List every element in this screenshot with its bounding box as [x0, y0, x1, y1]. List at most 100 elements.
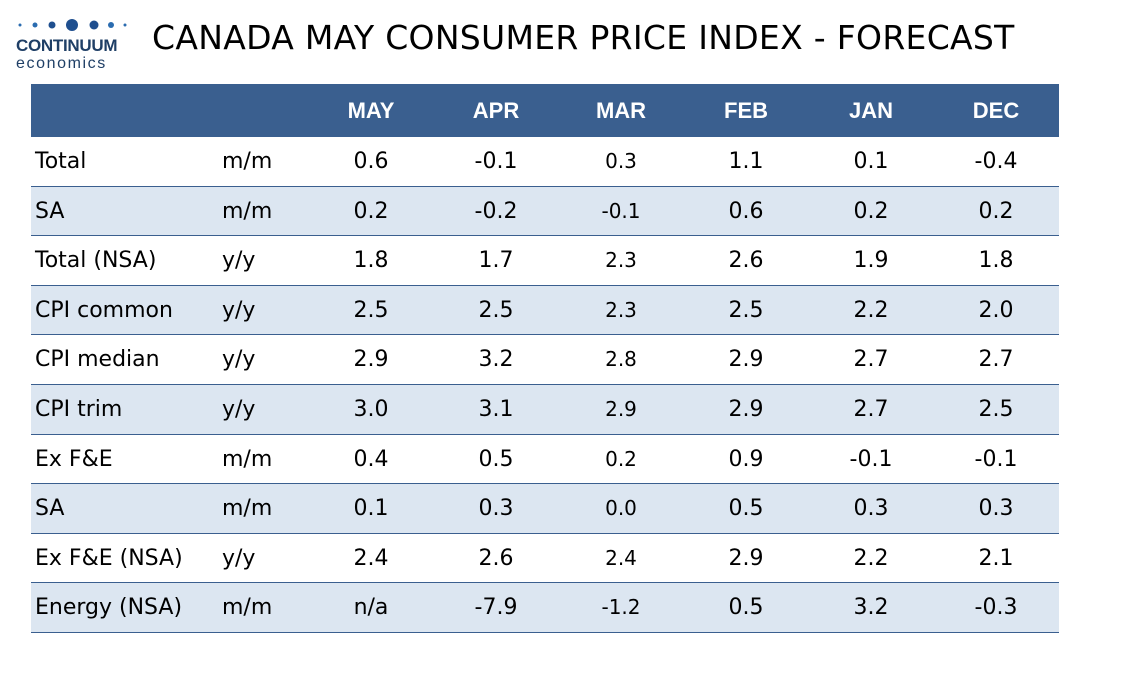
- table: MAY APR MAR FEB JAN DEC Total m/m 0.6 -0.1 0.3 1.1 0…: [31, 84, 1059, 633]
- value-cell: 2.9: [605, 396, 637, 421]
- table-row: Total (NSA) y/y 1.8 1.7 2.3 2.6 1.9 1.8: [31, 236, 1059, 286]
- value-cell: 0.3: [605, 149, 637, 173]
- value-cell: -1.2: [601, 595, 641, 620]
- value-cell: 2.6: [478, 545, 514, 571]
- column-header: FEB: [724, 98, 768, 123]
- value-cell: 2.5: [728, 297, 764, 323]
- value-cell: -0.1: [601, 198, 641, 223]
- table-row: Total m/m 0.6 -0.1 0.3 1.1 0.1 -0.4: [31, 137, 1059, 187]
- value-cell: 1.7: [478, 248, 514, 274]
- column-header: APR: [472, 98, 520, 123]
- value-cell: -0.1: [849, 446, 893, 472]
- value-cell: 2.1: [978, 545, 1014, 571]
- row-label: Energy (NSA): [35, 595, 183, 621]
- value-cell: 3.0: [353, 396, 389, 422]
- value-cell: -7.9: [474, 595, 518, 621]
- value-cell: 2.4: [605, 545, 637, 570]
- unit: m/m: [222, 595, 273, 621]
- table-row: CPI trim y/y 3.0 3.1 2.9 2.9 2.7 2.5: [31, 384, 1059, 435]
- value-cell: 2.5: [478, 297, 514, 323]
- table-row: SA m/m 0.2 -0.2 -0.1 0.6 0.2 0.2: [31, 186, 1059, 237]
- value-cell: 0.4: [353, 446, 389, 472]
- logo-dots: [18, 19, 127, 31]
- value-cell: 0.3: [978, 496, 1014, 522]
- value-cell: 0.3: [478, 496, 514, 522]
- value-cell: 2.2: [853, 297, 889, 323]
- value-cell: 2.5: [978, 396, 1014, 422]
- value-cell: 0.2: [353, 198, 389, 224]
- unit: m/m: [222, 149, 273, 174]
- value-cell: 3.2: [478, 347, 514, 373]
- value-cell: -0.3: [974, 595, 1018, 621]
- value-cell: 0.5: [478, 446, 514, 472]
- value-cell: 0.2: [605, 446, 637, 471]
- value-cell: -0.2: [474, 198, 518, 224]
- value-cell: 2.9: [728, 396, 764, 422]
- value-cell: -0.1: [474, 149, 518, 174]
- value-cell: 2.0: [978, 297, 1014, 323]
- value-cell: 0.2: [853, 198, 889, 224]
- value-cell: 2.9: [728, 545, 764, 571]
- value-cell: 1.8: [978, 248, 1014, 274]
- table-row: Ex F&E m/m 0.4 0.5 0.2 0.9 -0.1 -0.1: [31, 435, 1059, 485]
- value-cell: 0.2: [978, 198, 1014, 224]
- table-row: Ex F&E (NSA) y/y 2.4 2.6 2.4 2.9 2.2 2.1: [31, 534, 1059, 584]
- value-cell: 2.7: [853, 347, 889, 373]
- value-cell: 2.6: [728, 248, 764, 274]
- unit: m/m: [222, 496, 273, 522]
- row-label: CPI common: [35, 297, 173, 323]
- value-cell: 3.1: [478, 396, 514, 422]
- unit: m/m: [222, 446, 273, 472]
- header-row: MAY APR MAR FEB JAN DEC: [31, 84, 1059, 137]
- column-header: MAR: [595, 98, 647, 123]
- unit: y/y: [222, 248, 256, 274]
- value-cell: 0.5: [728, 595, 764, 621]
- value-cell: -0.1: [974, 446, 1018, 472]
- value-cell: 2.7: [978, 347, 1014, 373]
- value-cell: 2.9: [353, 347, 389, 373]
- value-cell: 1.1: [728, 149, 764, 174]
- value-cell: 0.9: [728, 446, 764, 472]
- value-cell: 0.6: [728, 198, 764, 224]
- table-row: CPI common y/y 2.5 2.5 2.3 2.5 2.2 2.0: [31, 285, 1059, 336]
- logo-text: CONTINUUM: [16, 36, 118, 55]
- row-label: SA: [35, 198, 65, 224]
- value-cell: 3.2: [853, 595, 889, 621]
- row-label: CPI median: [35, 347, 160, 373]
- row-label: Total (NSA): [35, 248, 157, 274]
- column-header: MAY: [347, 98, 395, 123]
- column-header: JAN: [848, 98, 893, 123]
- unit: y/y: [222, 297, 256, 323]
- unit: y/y: [222, 347, 256, 373]
- value-cell: n/a: [353, 595, 389, 621]
- value-cell: 2.3: [605, 248, 637, 273]
- row-label: Ex F&E: [35, 446, 113, 472]
- value-cell: 0.3: [853, 496, 889, 522]
- column-header: DEC: [972, 98, 1020, 123]
- value-cell: 0.1: [353, 496, 389, 522]
- value-cell: 0.5: [728, 496, 764, 522]
- table-row: Energy (NSA) m/m n/a -7.9 -1.2 0.5 3.2 -0.3: [31, 583, 1059, 633]
- logo-subtext: economics: [16, 55, 107, 72]
- row-label: Ex F&E (NSA): [35, 545, 183, 571]
- value-cell: 2.2: [853, 545, 889, 571]
- value-cell: 1.8: [353, 248, 389, 274]
- value-cell: -0.4: [974, 149, 1018, 174]
- value-cell: 0.0: [605, 496, 637, 521]
- unit: m/m: [222, 198, 273, 224]
- row-label: CPI trim: [35, 396, 123, 422]
- table-row: CPI median y/y 2.9 3.2 2.8 2.9 2.7 2.7: [31, 335, 1059, 385]
- row-label: Total: [35, 149, 87, 174]
- unit: y/y: [222, 545, 256, 571]
- row-label: SA: [35, 496, 65, 522]
- value-cell: 0.6: [353, 149, 389, 174]
- value-cell: 2.5: [353, 297, 389, 323]
- value-cell: 1.9: [853, 248, 889, 274]
- value-cell: 2.8: [605, 347, 637, 372]
- value-cell: 2.4: [353, 545, 389, 571]
- table-row: SA m/m 0.1 0.3 0.0 0.5 0.3 0.3: [31, 484, 1059, 534]
- title: CANADA MAY CONSUMER PRICE INDEX - FORECA…: [152, 18, 1015, 57]
- value-cell: 2.3: [605, 297, 637, 322]
- value-cell: 2.7: [853, 396, 889, 422]
